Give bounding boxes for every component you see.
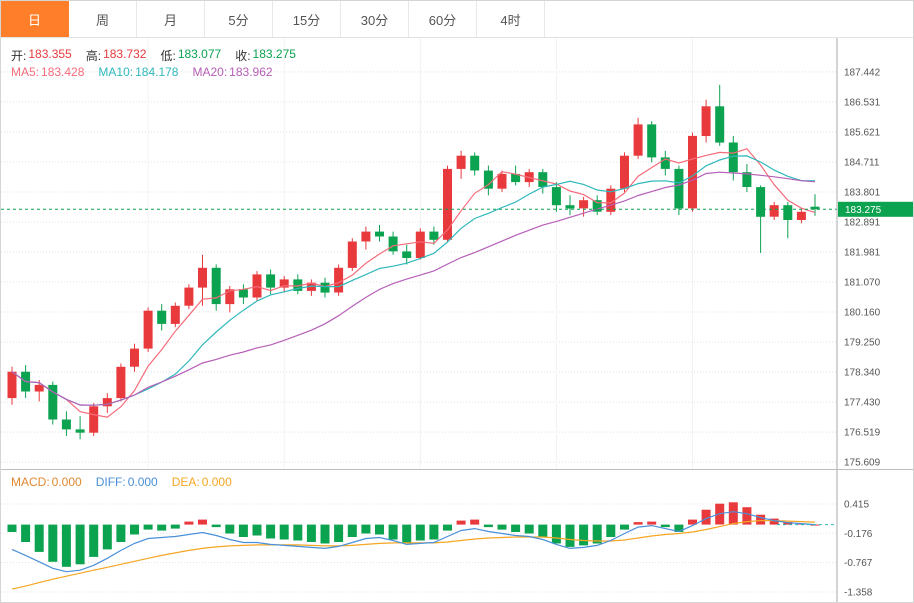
tab-15min[interactable]: 15分 bbox=[273, 1, 341, 37]
ma20-label: MA20: bbox=[192, 65, 228, 79]
svg-text:184.711: 184.711 bbox=[844, 158, 880, 169]
low-label: 低: bbox=[160, 49, 176, 63]
price-chart[interactable]: 187.442 186.531 185.621 184.711 183.801 182.8… bbox=[1, 38, 913, 469]
svg-text:185.621: 185.621 bbox=[844, 127, 881, 138]
dea-label: DEA: bbox=[171, 475, 200, 489]
tab-30min[interactable]: 30分 bbox=[341, 1, 409, 37]
macd-chart[interactable]: 0.415 -0.176 -0.767 -1.358 bbox=[1, 470, 913, 602]
ma10-value: 184.178 bbox=[135, 65, 179, 79]
tab-4hour[interactable]: 4时 bbox=[477, 1, 545, 37]
close-value: 183.275 bbox=[252, 47, 296, 61]
svg-text:179.250: 179.250 bbox=[844, 338, 881, 349]
close-label: 收: bbox=[235, 49, 251, 63]
svg-text:-1.358: -1.358 bbox=[844, 588, 873, 599]
svg-text:178.340: 178.340 bbox=[844, 368, 881, 379]
open-value: 183.355 bbox=[28, 47, 72, 61]
ma-summary: MA5: 183.428 MA10: 184.178 MA20: 183.962 bbox=[11, 65, 273, 79]
svg-text:-0.767: -0.767 bbox=[844, 558, 873, 569]
svg-text:183.801: 183.801 bbox=[844, 188, 881, 199]
svg-text:0.415: 0.415 bbox=[844, 500, 869, 511]
svg-text:182.891: 182.891 bbox=[844, 218, 881, 229]
diff-value: 0.000 bbox=[127, 475, 158, 489]
timeframe-toolbar: 日 周 月 5分 15分 30分 60分 4时 bbox=[1, 1, 913, 38]
ma20-value: 183.962 bbox=[229, 65, 273, 79]
diff-label: DIFF: bbox=[95, 475, 126, 489]
panel-divider bbox=[1, 469, 913, 470]
svg-text:177.430: 177.430 bbox=[844, 398, 881, 409]
svg-text:180.160: 180.160 bbox=[844, 308, 881, 319]
tab-60min[interactable]: 60分 bbox=[409, 1, 477, 37]
high-label: 高: bbox=[85, 49, 102, 63]
tab-week[interactable]: 周 bbox=[69, 1, 137, 37]
high-value: 183.732 bbox=[103, 47, 147, 61]
tab-5min[interactable]: 5分 bbox=[205, 1, 273, 37]
ma5-label: MA5: bbox=[11, 65, 40, 79]
macd-value: 0.000 bbox=[51, 475, 82, 489]
open-label: 开: bbox=[11, 49, 27, 63]
ma5-value: 183.428 bbox=[41, 65, 85, 79]
svg-text:-0.176: -0.176 bbox=[844, 529, 873, 540]
svg-text:181.070: 181.070 bbox=[844, 278, 881, 289]
ohlc-summary: 开: 183.355 高: 183.732 低: 183.077 收: 183.275 bbox=[11, 47, 296, 64]
svg-text:187.442: 187.442 bbox=[844, 67, 881, 78]
svg-text:186.531: 186.531 bbox=[844, 97, 881, 108]
ma10-label: MA10: bbox=[98, 65, 134, 79]
macd-summary: MACD: 0.000 DIFF: 0.000 DEA: 0.000 bbox=[11, 475, 232, 489]
chart-region: 187.442 186.531 185.621 184.711 183.801 182.8… bbox=[1, 38, 913, 602]
low-value: 183.077 bbox=[177, 47, 222, 61]
macd-label: MACD: bbox=[11, 475, 50, 489]
tab-day[interactable]: 日 bbox=[1, 1, 69, 37]
svg-text:183.275: 183.275 bbox=[845, 205, 882, 216]
tab-month[interactable]: 月 bbox=[137, 1, 205, 37]
dea-value: 0.000 bbox=[201, 475, 232, 489]
svg-text:176.519: 176.519 bbox=[844, 428, 881, 439]
svg-text:181.981: 181.981 bbox=[844, 248, 881, 259]
svg-text:175.609: 175.609 bbox=[844, 458, 881, 469]
